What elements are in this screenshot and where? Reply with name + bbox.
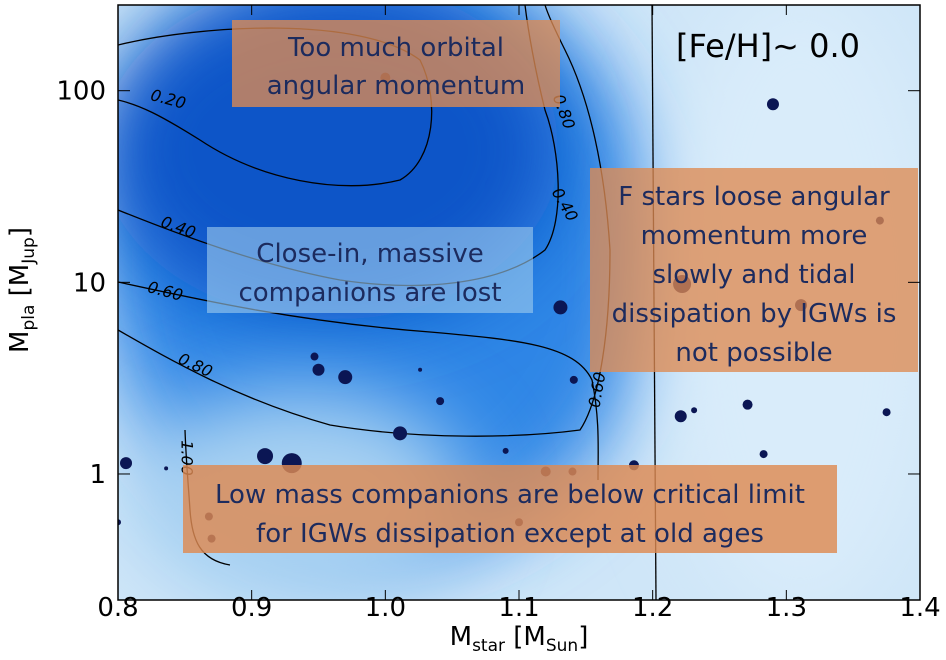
- y-tick-label: 1: [89, 460, 106, 490]
- point: [742, 399, 753, 410]
- y-label-part: Jup: [19, 237, 39, 265]
- annotation: Close-in, massive: [256, 239, 483, 269]
- point: [759, 450, 768, 459]
- y-label-part: ]: [5, 227, 35, 237]
- point: [882, 408, 891, 417]
- point: [164, 466, 169, 471]
- point: [312, 363, 325, 376]
- point: [502, 447, 509, 454]
- annotation: for IGWs dissipation except at old ages: [256, 519, 764, 549]
- annotation-box: [183, 465, 837, 553]
- point: [120, 457, 133, 470]
- annotation: slowly and tidal: [652, 260, 855, 290]
- x-label-part: M: [450, 622, 472, 652]
- point: [338, 370, 353, 385]
- annotation: companions are lost: [238, 278, 501, 308]
- x-label-part: ]: [578, 622, 588, 652]
- annotation-box: [232, 20, 560, 107]
- metallicity-label: [Fe/H]~ 0.0: [676, 27, 860, 65]
- annotation: F stars loose angular: [618, 182, 890, 212]
- x-label-part: star: [472, 636, 505, 656]
- point: [674, 410, 687, 423]
- annotation-box: [207, 227, 533, 313]
- point: [766, 98, 779, 111]
- contour-line: [118, 5, 611, 437]
- annotation: dissipation by IGWs is: [612, 299, 897, 329]
- y-label-part: [M: [5, 264, 35, 305]
- point: [257, 448, 274, 465]
- x-label-part: Sun: [546, 636, 578, 656]
- annotation: not possible: [675, 338, 832, 368]
- x-label-part: [M: [505, 622, 546, 652]
- point: [553, 300, 568, 315]
- annotations: Too much orbital angular momentum [Fe/H]…: [183, 20, 918, 553]
- annotation: Low mass companions are below critical l…: [215, 480, 805, 510]
- y-label-part: M: [5, 331, 35, 353]
- point: [393, 426, 408, 441]
- point: [436, 397, 445, 406]
- point: [310, 352, 319, 361]
- y-axis-label: Mpla [MJup]: [5, 227, 39, 353]
- annotation: angular momentum: [267, 71, 526, 101]
- annotation-box: [590, 168, 918, 372]
- point: [569, 375, 578, 384]
- annotation: momentum more: [641, 221, 868, 251]
- y-label-part: pla: [19, 305, 39, 331]
- point: [418, 367, 423, 372]
- y-tick-label: 10: [73, 268, 106, 298]
- x-axis-label: Mstar [MSun]: [450, 622, 589, 656]
- point: [691, 407, 698, 414]
- annotation: Too much orbital: [287, 33, 504, 63]
- y-tick-label: 100: [56, 77, 106, 107]
